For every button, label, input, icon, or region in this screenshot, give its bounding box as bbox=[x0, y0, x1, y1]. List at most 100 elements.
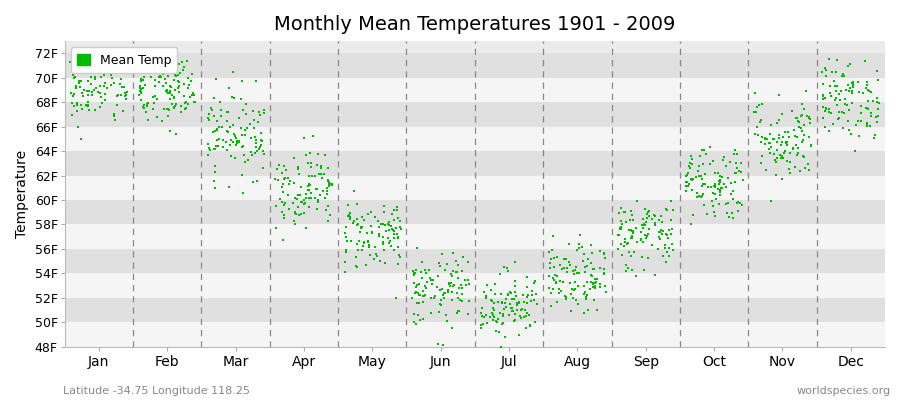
Point bbox=[169, 72, 184, 79]
Point bbox=[718, 163, 733, 169]
Point bbox=[98, 80, 112, 86]
Point bbox=[67, 58, 81, 64]
Point bbox=[500, 267, 515, 274]
Point bbox=[287, 218, 302, 224]
Point bbox=[852, 133, 867, 140]
Point bbox=[660, 248, 674, 255]
Point bbox=[653, 228, 668, 235]
Point bbox=[350, 264, 365, 271]
Point bbox=[288, 220, 302, 227]
Point bbox=[695, 183, 709, 189]
Point bbox=[101, 57, 115, 64]
Point bbox=[629, 225, 643, 232]
Point bbox=[528, 291, 543, 297]
Point bbox=[450, 310, 464, 316]
Point bbox=[775, 111, 789, 117]
Point bbox=[148, 92, 162, 99]
Point bbox=[684, 187, 698, 194]
Point bbox=[511, 299, 526, 305]
Point bbox=[391, 214, 405, 221]
Point bbox=[513, 313, 527, 319]
Point bbox=[297, 210, 311, 216]
Point bbox=[104, 60, 119, 67]
Point bbox=[350, 221, 365, 227]
Point bbox=[758, 140, 772, 147]
Point bbox=[283, 178, 297, 185]
Point bbox=[87, 76, 102, 82]
Point bbox=[822, 109, 836, 116]
Point bbox=[202, 117, 216, 123]
Point bbox=[755, 134, 770, 141]
Point bbox=[701, 184, 716, 191]
Point bbox=[253, 143, 267, 150]
Point bbox=[527, 318, 542, 325]
Point bbox=[782, 170, 796, 176]
Point bbox=[870, 119, 885, 126]
Point bbox=[510, 300, 525, 306]
Point bbox=[790, 150, 805, 157]
Point bbox=[226, 122, 240, 128]
Point bbox=[78, 102, 93, 108]
Point bbox=[735, 202, 750, 208]
Point bbox=[81, 99, 95, 106]
Point bbox=[204, 105, 219, 112]
Point bbox=[842, 127, 857, 134]
Point bbox=[802, 167, 816, 173]
Point bbox=[109, 92, 123, 99]
Point bbox=[349, 254, 364, 260]
Point bbox=[384, 223, 399, 230]
Point bbox=[846, 78, 860, 85]
Point bbox=[159, 89, 174, 95]
Point bbox=[382, 240, 397, 246]
Point bbox=[220, 109, 235, 115]
Point bbox=[443, 283, 457, 289]
Point bbox=[575, 244, 590, 250]
Point bbox=[474, 312, 489, 319]
Point bbox=[385, 226, 400, 232]
Point bbox=[378, 260, 392, 266]
Point bbox=[420, 278, 435, 285]
Point bbox=[104, 71, 118, 78]
Point bbox=[405, 295, 419, 301]
Point bbox=[504, 290, 518, 296]
Point bbox=[297, 134, 311, 141]
Point bbox=[589, 279, 603, 286]
Point bbox=[342, 212, 356, 218]
Point bbox=[409, 290, 423, 296]
Bar bbox=[65, 273, 885, 298]
Point bbox=[720, 209, 734, 216]
Point bbox=[634, 229, 648, 235]
Point bbox=[837, 110, 851, 116]
Point bbox=[790, 152, 805, 158]
Point bbox=[171, 85, 185, 91]
Point bbox=[234, 96, 248, 102]
Point bbox=[235, 132, 249, 138]
Point bbox=[381, 234, 395, 241]
Point bbox=[706, 203, 720, 209]
Point bbox=[141, 61, 156, 67]
Point bbox=[432, 260, 446, 266]
Point bbox=[338, 234, 353, 240]
Point bbox=[444, 271, 458, 277]
Point bbox=[707, 180, 722, 187]
Point bbox=[407, 272, 421, 278]
Point bbox=[370, 252, 384, 259]
Point bbox=[71, 58, 86, 64]
Point bbox=[721, 175, 735, 182]
Point bbox=[354, 225, 368, 231]
Point bbox=[389, 295, 403, 301]
Point bbox=[683, 160, 698, 166]
Point bbox=[412, 292, 427, 298]
Point bbox=[597, 250, 611, 256]
Point bbox=[520, 284, 535, 290]
Point bbox=[367, 214, 382, 220]
Point bbox=[614, 226, 628, 232]
Point bbox=[185, 92, 200, 99]
Point bbox=[343, 210, 357, 216]
Point bbox=[714, 179, 728, 185]
Point bbox=[700, 211, 715, 217]
Point bbox=[338, 224, 353, 230]
Point bbox=[297, 196, 311, 203]
Point bbox=[320, 185, 335, 192]
Point bbox=[93, 90, 107, 96]
